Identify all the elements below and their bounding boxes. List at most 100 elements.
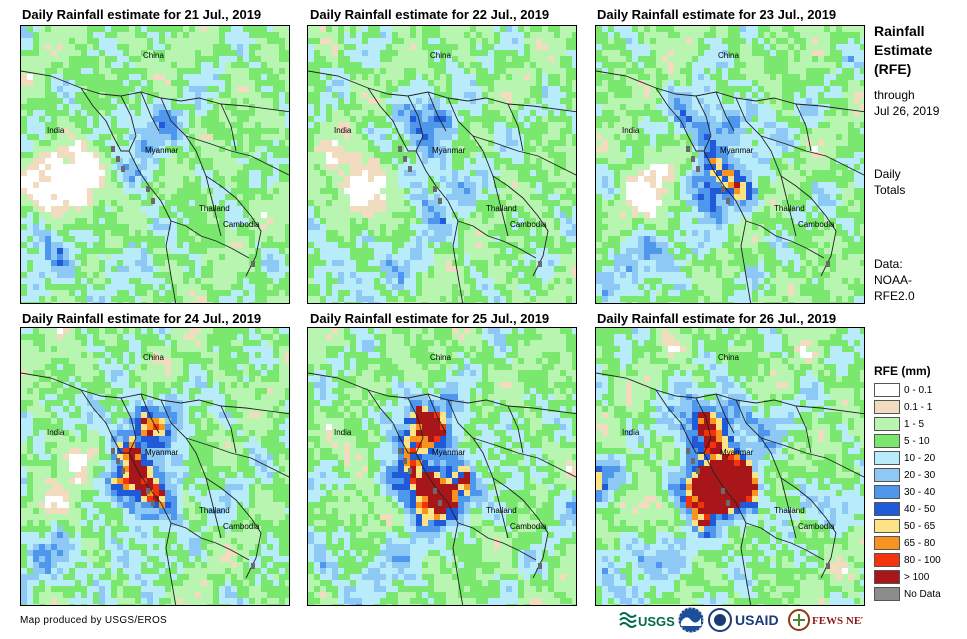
legend-item: 20 - 30 bbox=[874, 467, 941, 483]
usaid-logo-text: USAID bbox=[735, 612, 779, 628]
legend-item: 5 - 10 bbox=[874, 433, 941, 449]
side-title-line2: Estimate bbox=[874, 42, 933, 58]
panel-title-4: Daily Rainfall estimate for 24 Jul., 201… bbox=[22, 311, 262, 326]
legend-label: 20 - 30 bbox=[904, 469, 936, 481]
legend-swatch bbox=[874, 536, 900, 550]
fewsnet-logo: FEWS NET bbox=[788, 606, 863, 634]
legend-item: 80 - 100 bbox=[874, 552, 941, 568]
legend-swatch bbox=[874, 451, 900, 465]
rainfall-map bbox=[596, 328, 864, 605]
rainfall-map bbox=[308, 26, 576, 303]
usgs-logo: USGS bbox=[618, 606, 676, 634]
legend-label: 1 - 5 bbox=[904, 418, 925, 430]
side-through-label: through bbox=[874, 88, 915, 102]
map-panel-1: China India Myanmar Thailand Cambodia bbox=[20, 25, 290, 304]
map-panel-6: China India Myanmar Thailand Cambodia bbox=[595, 327, 865, 606]
map-label-india: India bbox=[334, 126, 352, 135]
map-panel-2: China India Myanmar Thailand Cambodia bbox=[307, 25, 577, 304]
legend-swatch bbox=[874, 502, 900, 516]
side-title-line3: (RFE) bbox=[874, 61, 912, 77]
legend-item: > 100 bbox=[874, 569, 941, 585]
legend-label: 30 - 40 bbox=[904, 486, 936, 498]
legend-label: > 100 bbox=[904, 571, 930, 583]
side-totals-label: Totals bbox=[874, 183, 906, 197]
legend-swatch bbox=[874, 400, 900, 414]
legend-label: 65 - 80 bbox=[904, 537, 936, 549]
legend-label: 50 - 65 bbox=[904, 520, 936, 532]
side-daily-label: Daily bbox=[874, 167, 901, 181]
rainfall-map bbox=[21, 26, 289, 303]
side-data-src1: NOAA- bbox=[874, 273, 913, 287]
map-label-china: China bbox=[718, 353, 739, 362]
map-label-india: India bbox=[622, 126, 640, 135]
legend-swatch bbox=[874, 587, 900, 601]
legend-item: 1 - 5 bbox=[874, 416, 941, 432]
legend-swatch bbox=[874, 485, 900, 499]
map-panel-5: China India Myanmar Thailand Cambodia bbox=[307, 327, 577, 606]
map-label-thailand: Thailand bbox=[199, 204, 230, 213]
side-date: Jul 26, 2019 bbox=[874, 104, 940, 118]
map-label-china: China bbox=[143, 51, 164, 60]
map-label-myanmar: Myanmar bbox=[720, 146, 754, 155]
map-label-cambodia: Cambodia bbox=[510, 220, 547, 229]
legend-item: 0.1 - 1 bbox=[874, 399, 941, 415]
legend-swatch bbox=[874, 383, 900, 397]
fewsnet-logo-text: FEWS NET bbox=[812, 615, 863, 627]
side-data: Data: NOAA- RFE2.0 bbox=[874, 256, 915, 304]
legend-item: 10 - 20 bbox=[874, 450, 941, 466]
rainfall-map bbox=[21, 328, 289, 605]
legend-label: 40 - 50 bbox=[904, 503, 936, 515]
map-label-cambodia: Cambodia bbox=[798, 220, 835, 229]
legend-item: No Data bbox=[874, 586, 941, 602]
usaid-seal-icon bbox=[708, 606, 734, 634]
side-through: through Jul 26, 2019 bbox=[874, 87, 939, 119]
usgs-logo-text: USGS bbox=[638, 614, 675, 629]
side-data-label: Data: bbox=[874, 257, 903, 271]
legend-item: 50 - 65 bbox=[874, 518, 941, 534]
map-label-india: India bbox=[47, 428, 65, 437]
usaid-logo: USAID bbox=[735, 606, 787, 634]
map-label-thailand: Thailand bbox=[486, 506, 517, 515]
legend-label: 10 - 20 bbox=[904, 452, 936, 464]
map-label-myanmar: Myanmar bbox=[145, 448, 179, 457]
map-label-cambodia: Cambodia bbox=[510, 522, 547, 531]
panel-title-5: Daily Rainfall estimate for 25 Jul., 201… bbox=[310, 311, 550, 326]
rainfall-map bbox=[596, 26, 864, 303]
legend-label: 5 - 10 bbox=[904, 435, 930, 447]
legend-item: 30 - 40 bbox=[874, 484, 941, 500]
map-panel-3: China India Myanmar Thailand Cambodia bbox=[595, 25, 865, 304]
map-label-cambodia: Cambodia bbox=[223, 522, 260, 531]
map-label-china: China bbox=[143, 353, 164, 362]
map-label-myanmar: Myanmar bbox=[432, 146, 466, 155]
legend-item: 65 - 80 bbox=[874, 535, 941, 551]
map-label-india: India bbox=[622, 428, 640, 437]
legend-label: 0.1 - 1 bbox=[904, 401, 933, 413]
legend-item: 40 - 50 bbox=[874, 501, 941, 517]
side-title-line1: Rainfall bbox=[874, 23, 925, 39]
legend-label: 0 - 0.1 bbox=[904, 384, 933, 396]
side-daily: Daily Totals bbox=[874, 166, 905, 198]
map-label-china: China bbox=[718, 51, 739, 60]
map-label-myanmar: Myanmar bbox=[720, 448, 754, 457]
legend-item: 0 - 0.1 bbox=[874, 382, 941, 398]
legend-swatch bbox=[874, 519, 900, 533]
legend-label: No Data bbox=[904, 588, 941, 600]
map-label-china: China bbox=[430, 51, 451, 60]
map-label-cambodia: Cambodia bbox=[798, 522, 835, 531]
map-label-myanmar: Myanmar bbox=[432, 448, 466, 457]
panel-title-1: Daily Rainfall estimate for 21 Jul., 201… bbox=[22, 7, 262, 22]
logos: USGS USAID FEWS NET bbox=[618, 606, 863, 634]
map-label-india: India bbox=[334, 428, 352, 437]
side-title: Rainfall Estimate (RFE) bbox=[874, 22, 932, 79]
map-label-thailand: Thailand bbox=[199, 506, 230, 515]
legend-swatch bbox=[874, 417, 900, 431]
credit-text: Map produced by USGS/EROS bbox=[20, 615, 168, 626]
panel-title-3: Daily Rainfall estimate for 23 Jul., 201… bbox=[597, 7, 837, 22]
map-label-myanmar: Myanmar bbox=[145, 146, 179, 155]
legend-title: RFE (mm) bbox=[874, 364, 931, 378]
panel-title-2: Daily Rainfall estimate for 22 Jul., 201… bbox=[310, 7, 550, 22]
map-label-thailand: Thailand bbox=[774, 506, 805, 515]
legend-swatch bbox=[874, 468, 900, 482]
noaa-logo-icon bbox=[678, 606, 706, 634]
map-label-cambodia: Cambodia bbox=[223, 220, 260, 229]
